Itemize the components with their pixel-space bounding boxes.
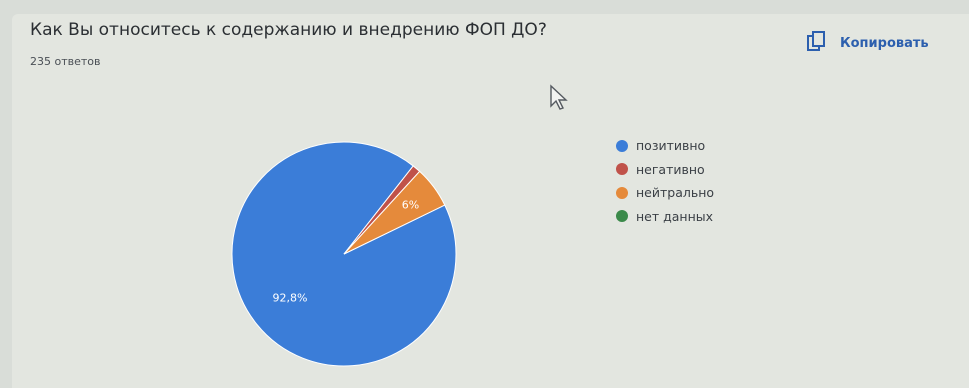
legend-label-positive: позитивно [636,138,706,154]
pie-slice-neutral[interactable] [343,170,446,255]
question-title: Как Вы относитесь к содержанию и внедрен… [30,20,547,40]
responses-count: 235 ответов [30,55,101,68]
copy-button[interactable]: Копировать [806,30,929,56]
legend-label-negative: негативно [636,161,705,177]
legend-dot-positive [616,139,628,152]
mouse-cursor-icon [548,84,570,116]
legend-label-neutral: нейтрально [636,185,715,201]
pie-label-positive: 92,8% [272,292,307,305]
chart-legend: позитивно негативно нейтрально нет данны… [616,134,714,228]
legend-item-neutral[interactable]: нейтрально [616,181,714,205]
copy-icon [806,30,828,56]
legend-dot-no-data [616,210,628,223]
legend-item-negative[interactable]: негативно [616,158,714,182]
question-card [12,14,969,388]
legend-label-no-data: нет данных [636,208,714,224]
legend-item-positive[interactable]: позитивно [616,134,714,158]
legend-dot-neutral [616,186,628,199]
copy-button-label: Копировать [840,35,929,51]
legend-dot-negative [616,163,628,176]
pie-label-neutral: 6% [402,198,419,211]
legend-item-no-data[interactable]: нет данных [616,205,714,229]
